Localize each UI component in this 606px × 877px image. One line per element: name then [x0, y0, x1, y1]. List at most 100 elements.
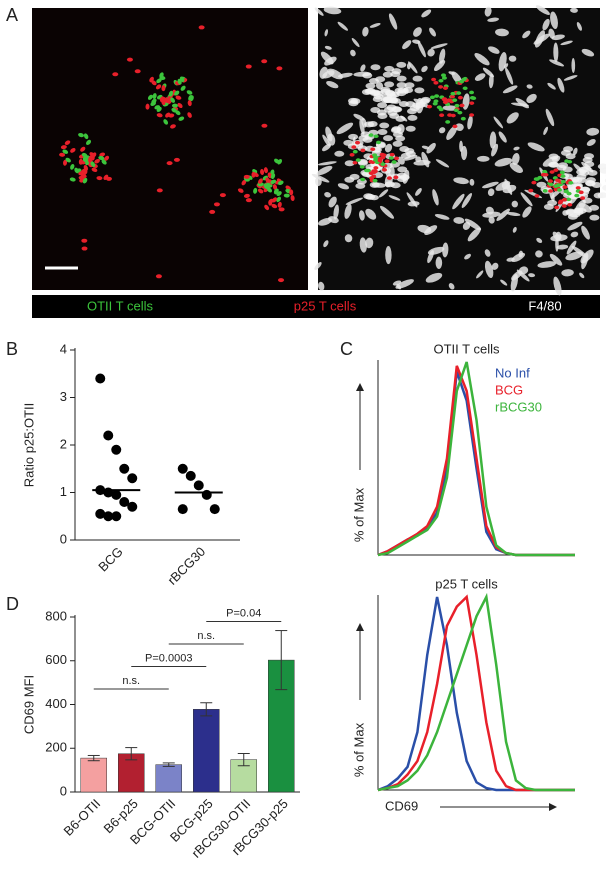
cell	[264, 204, 270, 211]
cell	[155, 84, 162, 90]
macrophage	[535, 250, 543, 258]
cell	[349, 153, 355, 157]
cell	[198, 25, 205, 30]
macrophage	[384, 143, 393, 153]
macrophage	[359, 210, 365, 221]
cell	[152, 93, 157, 100]
macrophage	[369, 23, 381, 28]
cell	[149, 76, 154, 83]
cell	[278, 278, 285, 283]
macrophage	[323, 240, 329, 248]
macrophage	[589, 214, 600, 221]
macrophage	[553, 276, 562, 296]
cell	[371, 170, 377, 174]
cell	[253, 172, 259, 177]
macrophage	[434, 213, 450, 220]
macrophage	[439, 48, 446, 64]
macrophage	[382, 96, 393, 103]
cell	[90, 161, 96, 167]
cell	[379, 152, 385, 157]
macrophage	[365, 82, 376, 89]
macrophage	[412, 75, 423, 82]
legend-label: BCG	[495, 382, 523, 397]
macrophage	[511, 102, 529, 107]
macrophage	[404, 82, 415, 89]
macrophage	[482, 211, 501, 218]
macrophage	[513, 146, 520, 151]
cell	[568, 181, 574, 185]
macrophage	[571, 57, 576, 73]
macrophage	[576, 168, 587, 175]
cell	[542, 189, 548, 193]
cell	[150, 101, 157, 106]
cell	[78, 132, 84, 138]
macrophage	[372, 96, 383, 103]
macrophage	[543, 203, 554, 210]
macrophage	[362, 26, 369, 37]
macrophage	[576, 173, 587, 180]
data-point	[177, 504, 188, 515]
bar	[118, 753, 145, 793]
cell	[543, 172, 549, 177]
histogram-line	[377, 596, 575, 792]
macrophage	[585, 177, 596, 184]
data-point	[209, 504, 220, 515]
macrophage	[482, 181, 499, 189]
macrophage	[528, 273, 536, 278]
macrophage	[587, 169, 598, 176]
macrophage	[548, 28, 555, 39]
macrophage	[567, 187, 578, 194]
macrophage	[496, 208, 510, 221]
cell	[145, 103, 150, 110]
cell	[456, 91, 462, 95]
comparison-label: n.s.	[122, 675, 140, 687]
macrophage	[396, 75, 407, 82]
cell	[453, 108, 459, 113]
cell	[164, 97, 170, 104]
macrophage	[581, 48, 595, 57]
cell	[391, 160, 397, 164]
cell	[59, 152, 66, 157]
macrophage	[367, 121, 378, 128]
panel-label: C	[340, 339, 353, 359]
macrophage	[324, 29, 329, 37]
macrophage	[365, 193, 376, 200]
histogram-line	[377, 594, 575, 792]
cell	[439, 113, 445, 118]
macrophage	[586, 127, 600, 136]
cell	[370, 147, 376, 152]
cell	[554, 205, 560, 210]
cell	[168, 90, 174, 97]
macrophage	[452, 193, 465, 210]
macrophage	[348, 133, 359, 140]
cell	[177, 102, 183, 109]
macrophage	[548, 161, 559, 168]
cell	[431, 77, 437, 82]
cell	[267, 172, 272, 179]
cell	[556, 188, 562, 192]
cell	[445, 120, 451, 124]
macrophage	[425, 272, 443, 283]
macrophage	[311, 173, 330, 183]
macrophage	[510, 273, 518, 292]
cell	[558, 199, 564, 204]
macrophage	[477, 155, 490, 162]
cell	[528, 188, 534, 193]
macrophage	[453, 217, 465, 224]
legend-label: p25 T cells	[294, 298, 357, 313]
cell	[105, 176, 112, 181]
y-axis-label: % of Max	[351, 722, 366, 777]
macrophage	[446, 125, 458, 140]
cell	[257, 188, 264, 194]
macrophage	[570, 7, 578, 13]
cell	[277, 201, 282, 208]
panel-label: A	[6, 5, 18, 25]
cell	[442, 86, 448, 90]
macrophage	[324, 192, 331, 198]
macrophage	[518, 266, 529, 275]
cell	[156, 78, 162, 84]
macrophage	[414, 87, 425, 94]
cell	[82, 177, 88, 184]
macrophage	[495, 28, 509, 37]
cell	[373, 134, 379, 139]
